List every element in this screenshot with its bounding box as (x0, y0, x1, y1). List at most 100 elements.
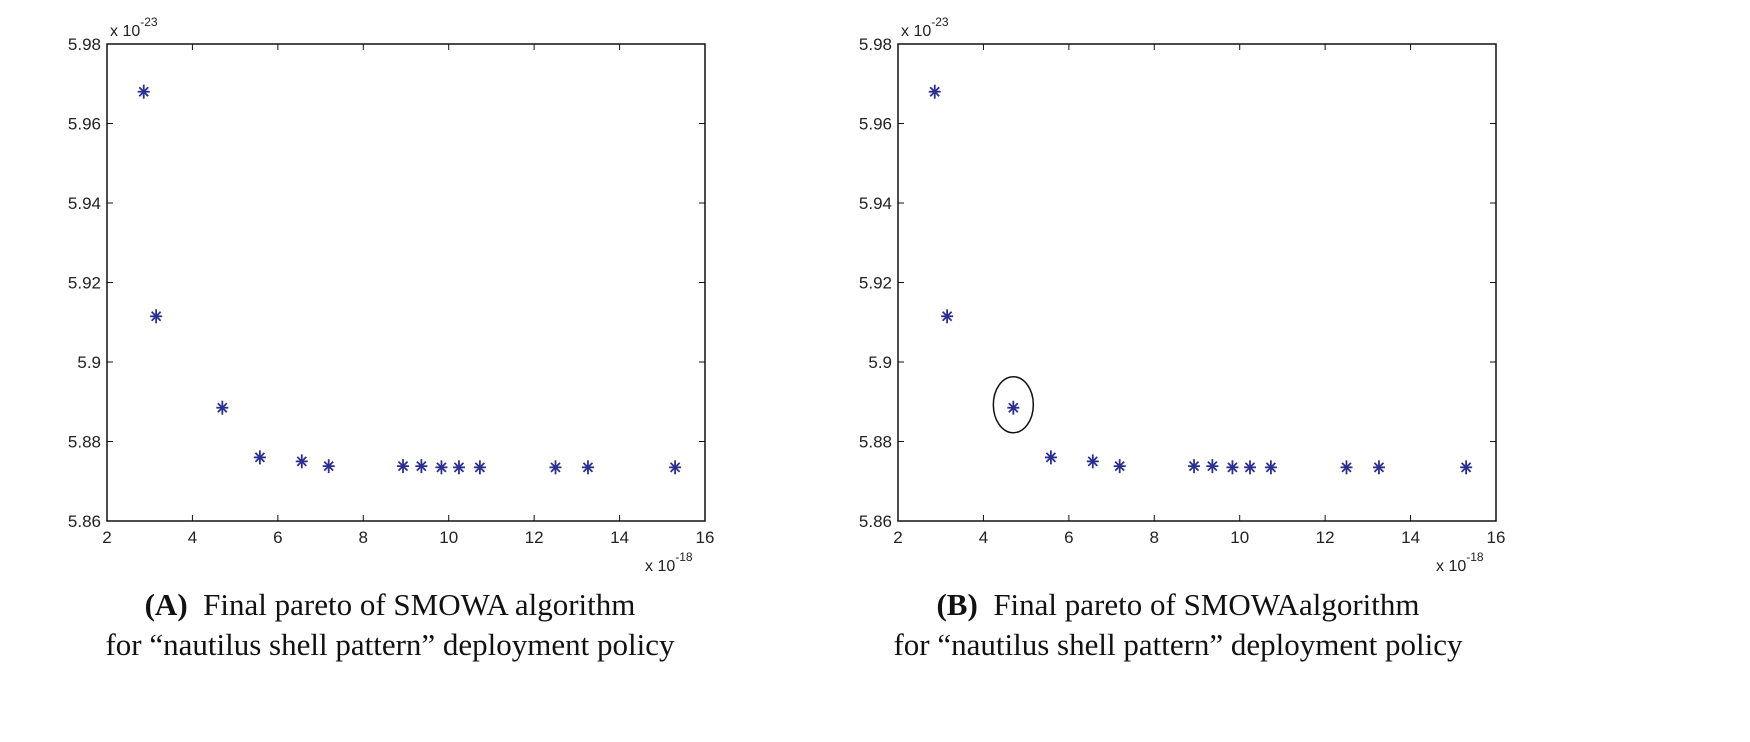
data-point (415, 459, 428, 474)
marker-stroke (1045, 452, 1057, 463)
marker-stroke (416, 461, 427, 472)
data-point (1340, 460, 1353, 475)
data-point (1113, 459, 1126, 474)
y-tick-label: 5.96 (68, 115, 101, 134)
panel-a-axes-box (106, 43, 706, 522)
y-tick-label: 5.94 (859, 194, 892, 213)
panel-b: 2 4 6 8 10 12 14 16 5.86 5.88 5.9 5.92 5.94 5.96 5.98 x… (859, 15, 1506, 575)
x-tick-label: 4 (979, 528, 988, 547)
data-point (669, 460, 682, 475)
data-point (137, 84, 150, 99)
caption-b: (B) Final pareto of SMOWAalgorithm for “… (778, 585, 1578, 665)
marker-stroke (453, 462, 465, 473)
marker-stroke (929, 86, 940, 97)
data-point (928, 84, 941, 99)
y-tick-label: 5.86 (68, 512, 101, 531)
y-tick-label: 5.88 (859, 433, 892, 452)
y-tick-label: 5.9 (77, 353, 101, 372)
marker-stroke (1460, 462, 1472, 473)
y-exponent: -23 (931, 15, 949, 29)
marker-stroke (669, 462, 681, 473)
data-point (473, 460, 486, 475)
marker-stroke (1373, 462, 1385, 473)
data-point (1086, 454, 1099, 469)
caption-b-line2: for “nautilus shell pattern” deployment … (893, 627, 1463, 662)
caption-b-tag: (B) (936, 587, 978, 622)
y-multiplier: x 10-23 (901, 15, 949, 40)
marker-stroke (1114, 461, 1125, 472)
x-tick-label: 8 (359, 528, 368, 547)
marker-stroke (1188, 461, 1200, 472)
y-tick-label: 5.98 (68, 35, 101, 54)
x-tick-label: 16 (696, 528, 715, 547)
y-tick-label: 5.92 (68, 274, 101, 293)
x-tick-label: 8 (1150, 528, 1159, 547)
caption-a: (A) Final pareto of SMOWA algorithm for … (0, 585, 790, 665)
data-point (581, 460, 594, 475)
y-tick-label: 5.96 (859, 115, 892, 134)
data-point (1460, 460, 1473, 475)
x-tick-label: 14 (1401, 528, 1420, 547)
marker-stroke (217, 402, 228, 413)
x-exponent: -18 (1466, 550, 1484, 564)
data-point (1206, 459, 1219, 474)
y-exponent: -23 (140, 15, 158, 29)
data-point (549, 460, 562, 475)
y-tick-label: 5.86 (859, 512, 892, 531)
x-tick-label: 2 (893, 528, 902, 547)
data-point (150, 309, 163, 324)
data-point (322, 459, 335, 474)
data-point (397, 459, 410, 474)
x-tick-label: 16 (1487, 528, 1506, 547)
x-tick-label: 12 (525, 528, 544, 547)
data-point (216, 400, 229, 415)
marker-stroke (138, 86, 149, 97)
data-point (253, 450, 266, 465)
x-tick-label: 2 (102, 528, 111, 547)
data-point (1372, 460, 1385, 475)
data-point (1264, 460, 1277, 475)
panel-a: 2 4 6 8 10 12 14 16 5.86 5.88 5.9 5.92 5.94 5.96 5.98 x… (68, 15, 715, 575)
marker-stroke (1265, 462, 1277, 473)
panel-b-axes-box (897, 43, 1497, 522)
marker-stroke (436, 462, 447, 473)
marker-stroke (397, 461, 409, 472)
highlight-circle (992, 375, 1035, 434)
caption-a-tag: (A) (144, 587, 188, 622)
x-tick-label: 10 (439, 528, 458, 547)
marker-stroke (1227, 462, 1238, 473)
marker-stroke (296, 456, 307, 467)
data-point (1044, 450, 1057, 465)
x-multiplier: x 10-18 (1436, 550, 1484, 575)
x-tick-label: 6 (273, 528, 282, 547)
data-point (1007, 400, 1020, 415)
marker-stroke (474, 462, 486, 473)
caption-b-line1: Final pareto of SMOWAalgorithm (993, 587, 1420, 622)
x-tick-label: 12 (1316, 528, 1335, 547)
marker-stroke (550, 462, 561, 473)
y-tick-label: 5.9 (868, 353, 892, 372)
data-point (1226, 460, 1239, 475)
marker-stroke (1244, 462, 1256, 473)
x-exponent: -18 (675, 550, 693, 564)
y-tick-label: 5.92 (859, 274, 892, 293)
marker-stroke (254, 452, 266, 463)
data-point (295, 454, 308, 469)
data-point (435, 460, 448, 475)
caption-a-line2: for “nautilus shell pattern” deployment … (105, 627, 675, 662)
data-point (941, 309, 954, 324)
y-tick-label: 5.88 (68, 433, 101, 452)
marker-stroke (582, 462, 594, 473)
marker-stroke (1087, 456, 1098, 467)
data-point (452, 460, 465, 475)
x-tick-label: 6 (1064, 528, 1073, 547)
x-multiplier: x 10-18 (645, 550, 693, 575)
marker-stroke (1207, 461, 1218, 472)
marker-stroke (941, 311, 953, 322)
marker-stroke (150, 311, 162, 322)
y-multiplier: x 10-23 (110, 15, 158, 40)
marker-stroke (1008, 402, 1019, 413)
data-point (1188, 459, 1201, 474)
y-tick-label: 5.98 (859, 35, 892, 54)
x-tick-label: 4 (188, 528, 197, 547)
